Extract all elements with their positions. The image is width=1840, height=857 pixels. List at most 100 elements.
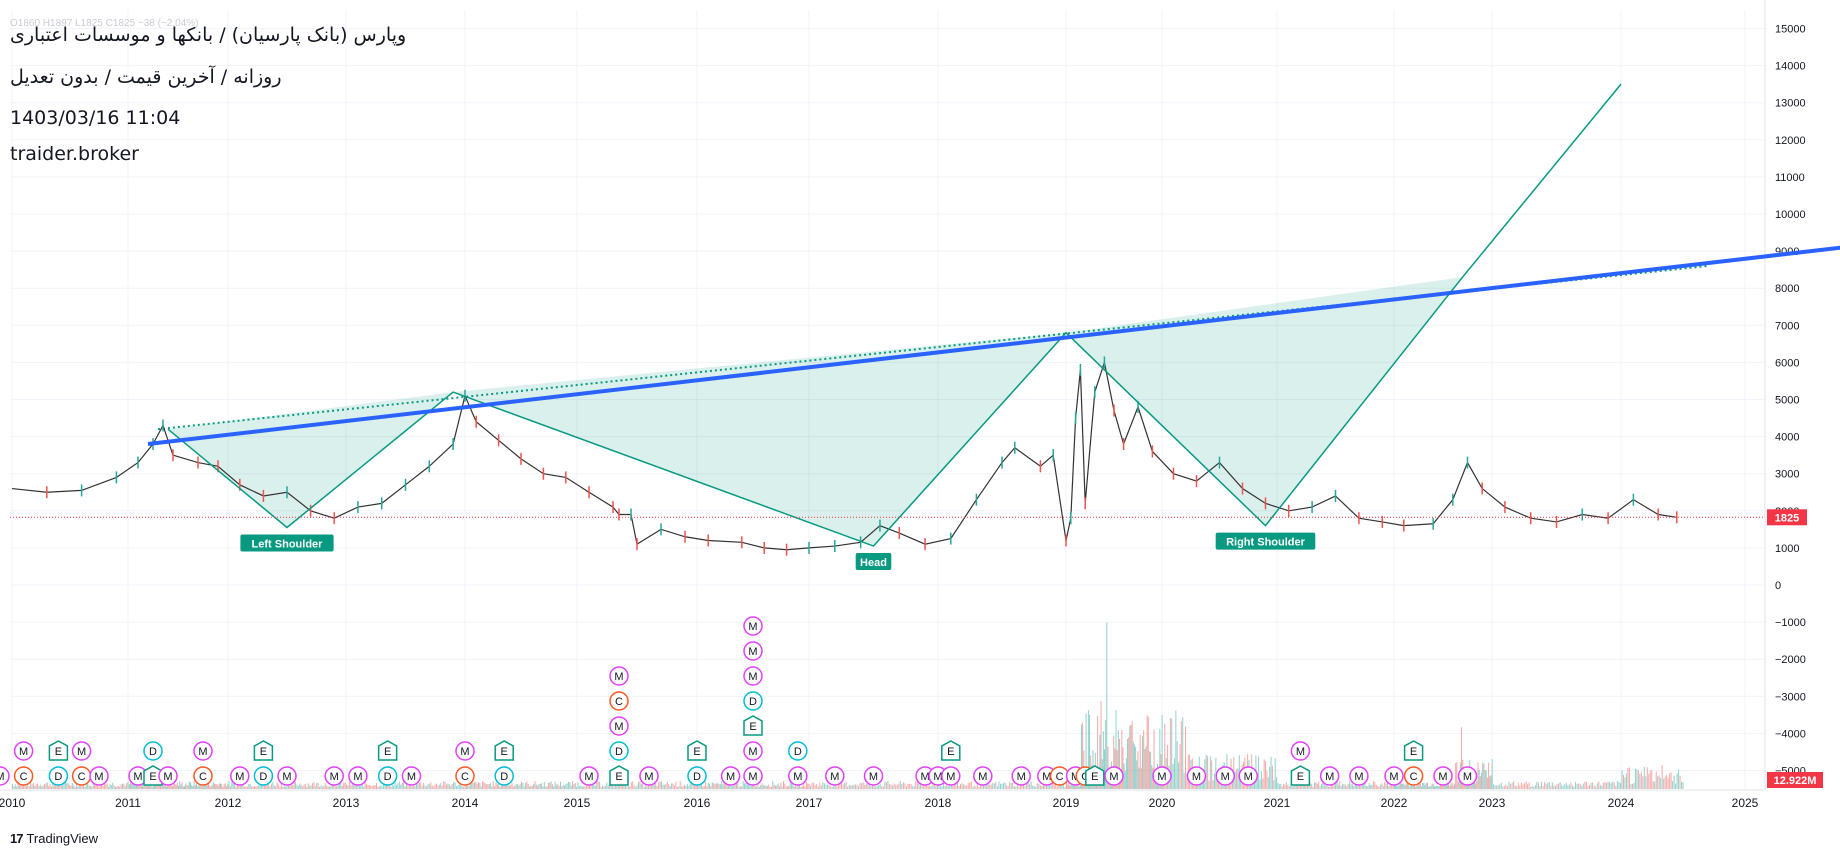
meeting-marker bbox=[825, 766, 845, 786]
volume-bar bbox=[1510, 784, 1512, 789]
volume-bar bbox=[710, 786, 712, 789]
tradingview-logo[interactable]: 17 TradingView bbox=[10, 831, 98, 846]
volume-bar bbox=[1437, 785, 1439, 789]
volume-bar bbox=[723, 782, 725, 789]
volume-bar bbox=[292, 785, 294, 789]
volume-bar bbox=[659, 781, 661, 789]
volume-bar bbox=[390, 786, 392, 789]
volume-bar bbox=[1639, 774, 1641, 789]
volume-bar bbox=[232, 781, 234, 789]
volume-bar bbox=[1240, 778, 1242, 789]
volume-bar bbox=[1582, 783, 1584, 789]
volume-bar bbox=[96, 785, 98, 789]
volume-bar bbox=[881, 786, 883, 789]
marker-letter: M bbox=[1354, 771, 1363, 783]
volume-bar bbox=[1179, 744, 1181, 789]
volume-bar bbox=[1609, 781, 1611, 789]
volume-bar bbox=[1568, 784, 1570, 789]
volume-bar bbox=[1130, 724, 1132, 789]
volume-bar bbox=[975, 786, 977, 789]
volume-bar bbox=[913, 786, 915, 789]
volume-bar bbox=[480, 786, 482, 789]
marker-letter: M bbox=[133, 771, 142, 783]
volume-bar bbox=[494, 786, 496, 789]
volume-bar bbox=[1064, 786, 1066, 789]
volume-bar bbox=[1323, 782, 1325, 789]
volume-bar bbox=[1479, 776, 1481, 789]
volume-bar bbox=[242, 782, 244, 789]
volume-bar bbox=[56, 784, 58, 789]
volume-bar bbox=[1403, 783, 1405, 789]
corporate-marker bbox=[609, 691, 629, 711]
volume-bar bbox=[1517, 782, 1519, 789]
volume-bar bbox=[1172, 763, 1174, 789]
volume-bar bbox=[1559, 782, 1561, 789]
volume-bar bbox=[447, 783, 449, 789]
volume-bar bbox=[1589, 784, 1591, 789]
volume-bar bbox=[143, 786, 145, 789]
volume-bar bbox=[1071, 785, 1073, 789]
volume-bar bbox=[856, 785, 858, 789]
volume-bar bbox=[17, 783, 19, 789]
volume-bar bbox=[1176, 741, 1178, 789]
volume-bar bbox=[380, 785, 382, 789]
volume-bar bbox=[910, 784, 912, 789]
volume-bar bbox=[1150, 752, 1152, 789]
price-tick-label: 4000 bbox=[1775, 432, 1799, 444]
volume-bar bbox=[1455, 762, 1457, 789]
volume-bar bbox=[1284, 784, 1286, 789]
volume-bar bbox=[156, 783, 158, 789]
volume-bar bbox=[1481, 772, 1483, 789]
volume-bar bbox=[825, 784, 827, 789]
volume-bar bbox=[777, 783, 779, 789]
volume-bar bbox=[819, 782, 821, 789]
volume-bar bbox=[946, 783, 948, 789]
volume-bar bbox=[188, 781, 190, 789]
marker-letter: M bbox=[1109, 771, 1118, 783]
volume-bar bbox=[594, 785, 596, 789]
volume-bar bbox=[698, 782, 700, 789]
volume-bar bbox=[1280, 783, 1282, 789]
volume-bar bbox=[401, 782, 403, 789]
volume-bar bbox=[1042, 782, 1044, 789]
volume-bar bbox=[1522, 784, 1524, 789]
volume-bar bbox=[861, 783, 863, 789]
volume-bar bbox=[1486, 777, 1488, 789]
volume-bar bbox=[1496, 785, 1498, 789]
volume-bar bbox=[327, 786, 329, 789]
pattern-fill-area bbox=[1066, 277, 1463, 526]
volume-bar bbox=[495, 782, 497, 789]
volume-bar bbox=[761, 783, 763, 789]
volume-bar bbox=[1616, 781, 1618, 789]
volume-bar bbox=[1499, 784, 1501, 789]
volume-bar bbox=[1319, 786, 1321, 789]
volume-bar bbox=[745, 783, 747, 789]
dividend-marker bbox=[253, 766, 274, 786]
volume-bar bbox=[60, 782, 62, 789]
volume-bar bbox=[269, 786, 271, 789]
volume-bar bbox=[1343, 784, 1345, 789]
volume-bar bbox=[858, 786, 860, 789]
pattern-label-bg bbox=[1215, 532, 1316, 550]
volume-bar bbox=[1423, 782, 1425, 789]
volume-bar bbox=[229, 785, 231, 789]
volume-bar bbox=[960, 784, 962, 789]
volume-bar bbox=[915, 781, 917, 789]
volume-bar bbox=[1413, 784, 1415, 789]
meeting-marker bbox=[0, 766, 10, 786]
volume-bar bbox=[734, 782, 736, 789]
head-shoulders-pattern bbox=[167, 83, 1622, 547]
volume-bar bbox=[1431, 783, 1433, 789]
volume-bar bbox=[34, 785, 36, 789]
volume-bar bbox=[13, 786, 15, 789]
volume-bar bbox=[1404, 785, 1406, 789]
marker-letter: M bbox=[933, 771, 942, 783]
volume-bar bbox=[1618, 781, 1620, 789]
volume-bar bbox=[491, 786, 493, 789]
volume-bar bbox=[280, 782, 282, 789]
volume-bar bbox=[67, 783, 69, 789]
volume-bar bbox=[1344, 784, 1346, 789]
volume-bar bbox=[805, 781, 807, 789]
